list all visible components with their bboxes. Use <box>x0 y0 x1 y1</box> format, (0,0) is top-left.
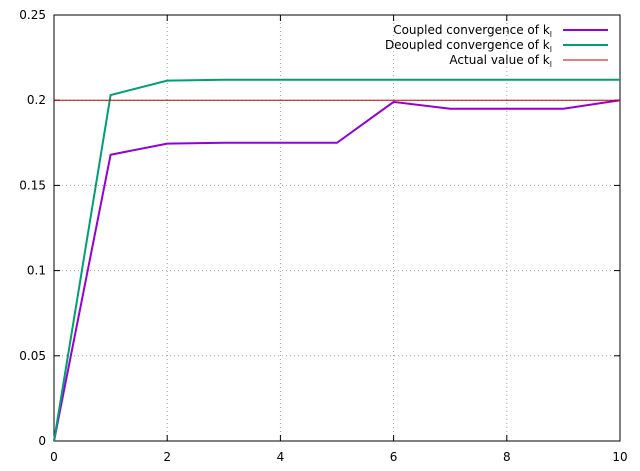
legend-label: Deoupled convergence of kl <box>385 38 552 54</box>
x-tick-label: 4 <box>277 450 285 464</box>
x-tick-label: 10 <box>612 450 627 464</box>
y-tick-label: 0 <box>38 434 46 448</box>
legend-label: Coupled convergence of kl <box>393 23 552 39</box>
legend-label-text: Coupled convergence of k <box>393 23 550 37</box>
y-tick-label: 0.25 <box>19 8 46 22</box>
legend-label: Actual value of kl <box>449 53 552 69</box>
y-tick-label: 0.05 <box>19 349 46 363</box>
y-tick-label: 0.15 <box>19 178 46 192</box>
plot-frame <box>53 14 621 442</box>
series-line-2 <box>53 78 620 442</box>
legend-label-text: Actual value of k <box>449 53 549 67</box>
tick-labels: 0 0.05 0.1 0.15 0.2 0.25 0 2 4 6 8 10 <box>19 8 627 464</box>
y-tick-label: 0.1 <box>27 264 46 278</box>
grid-lines <box>54 15 620 441</box>
x-tick-label: 0 <box>50 450 58 464</box>
series-lines <box>53 78 621 442</box>
series-line-1 <box>53 99 621 442</box>
legend-label-subscript: l <box>550 30 552 39</box>
legend-label-text: Deoupled convergence of k <box>385 38 550 52</box>
x-tick-label: 6 <box>390 450 398 464</box>
legend-label-subscript: l <box>550 45 552 54</box>
x-tick-label: 2 <box>163 450 171 464</box>
x-tick-label: 8 <box>503 450 511 464</box>
y-tick-label: 0.2 <box>27 93 46 107</box>
legend-label-subscript: l <box>550 60 552 69</box>
